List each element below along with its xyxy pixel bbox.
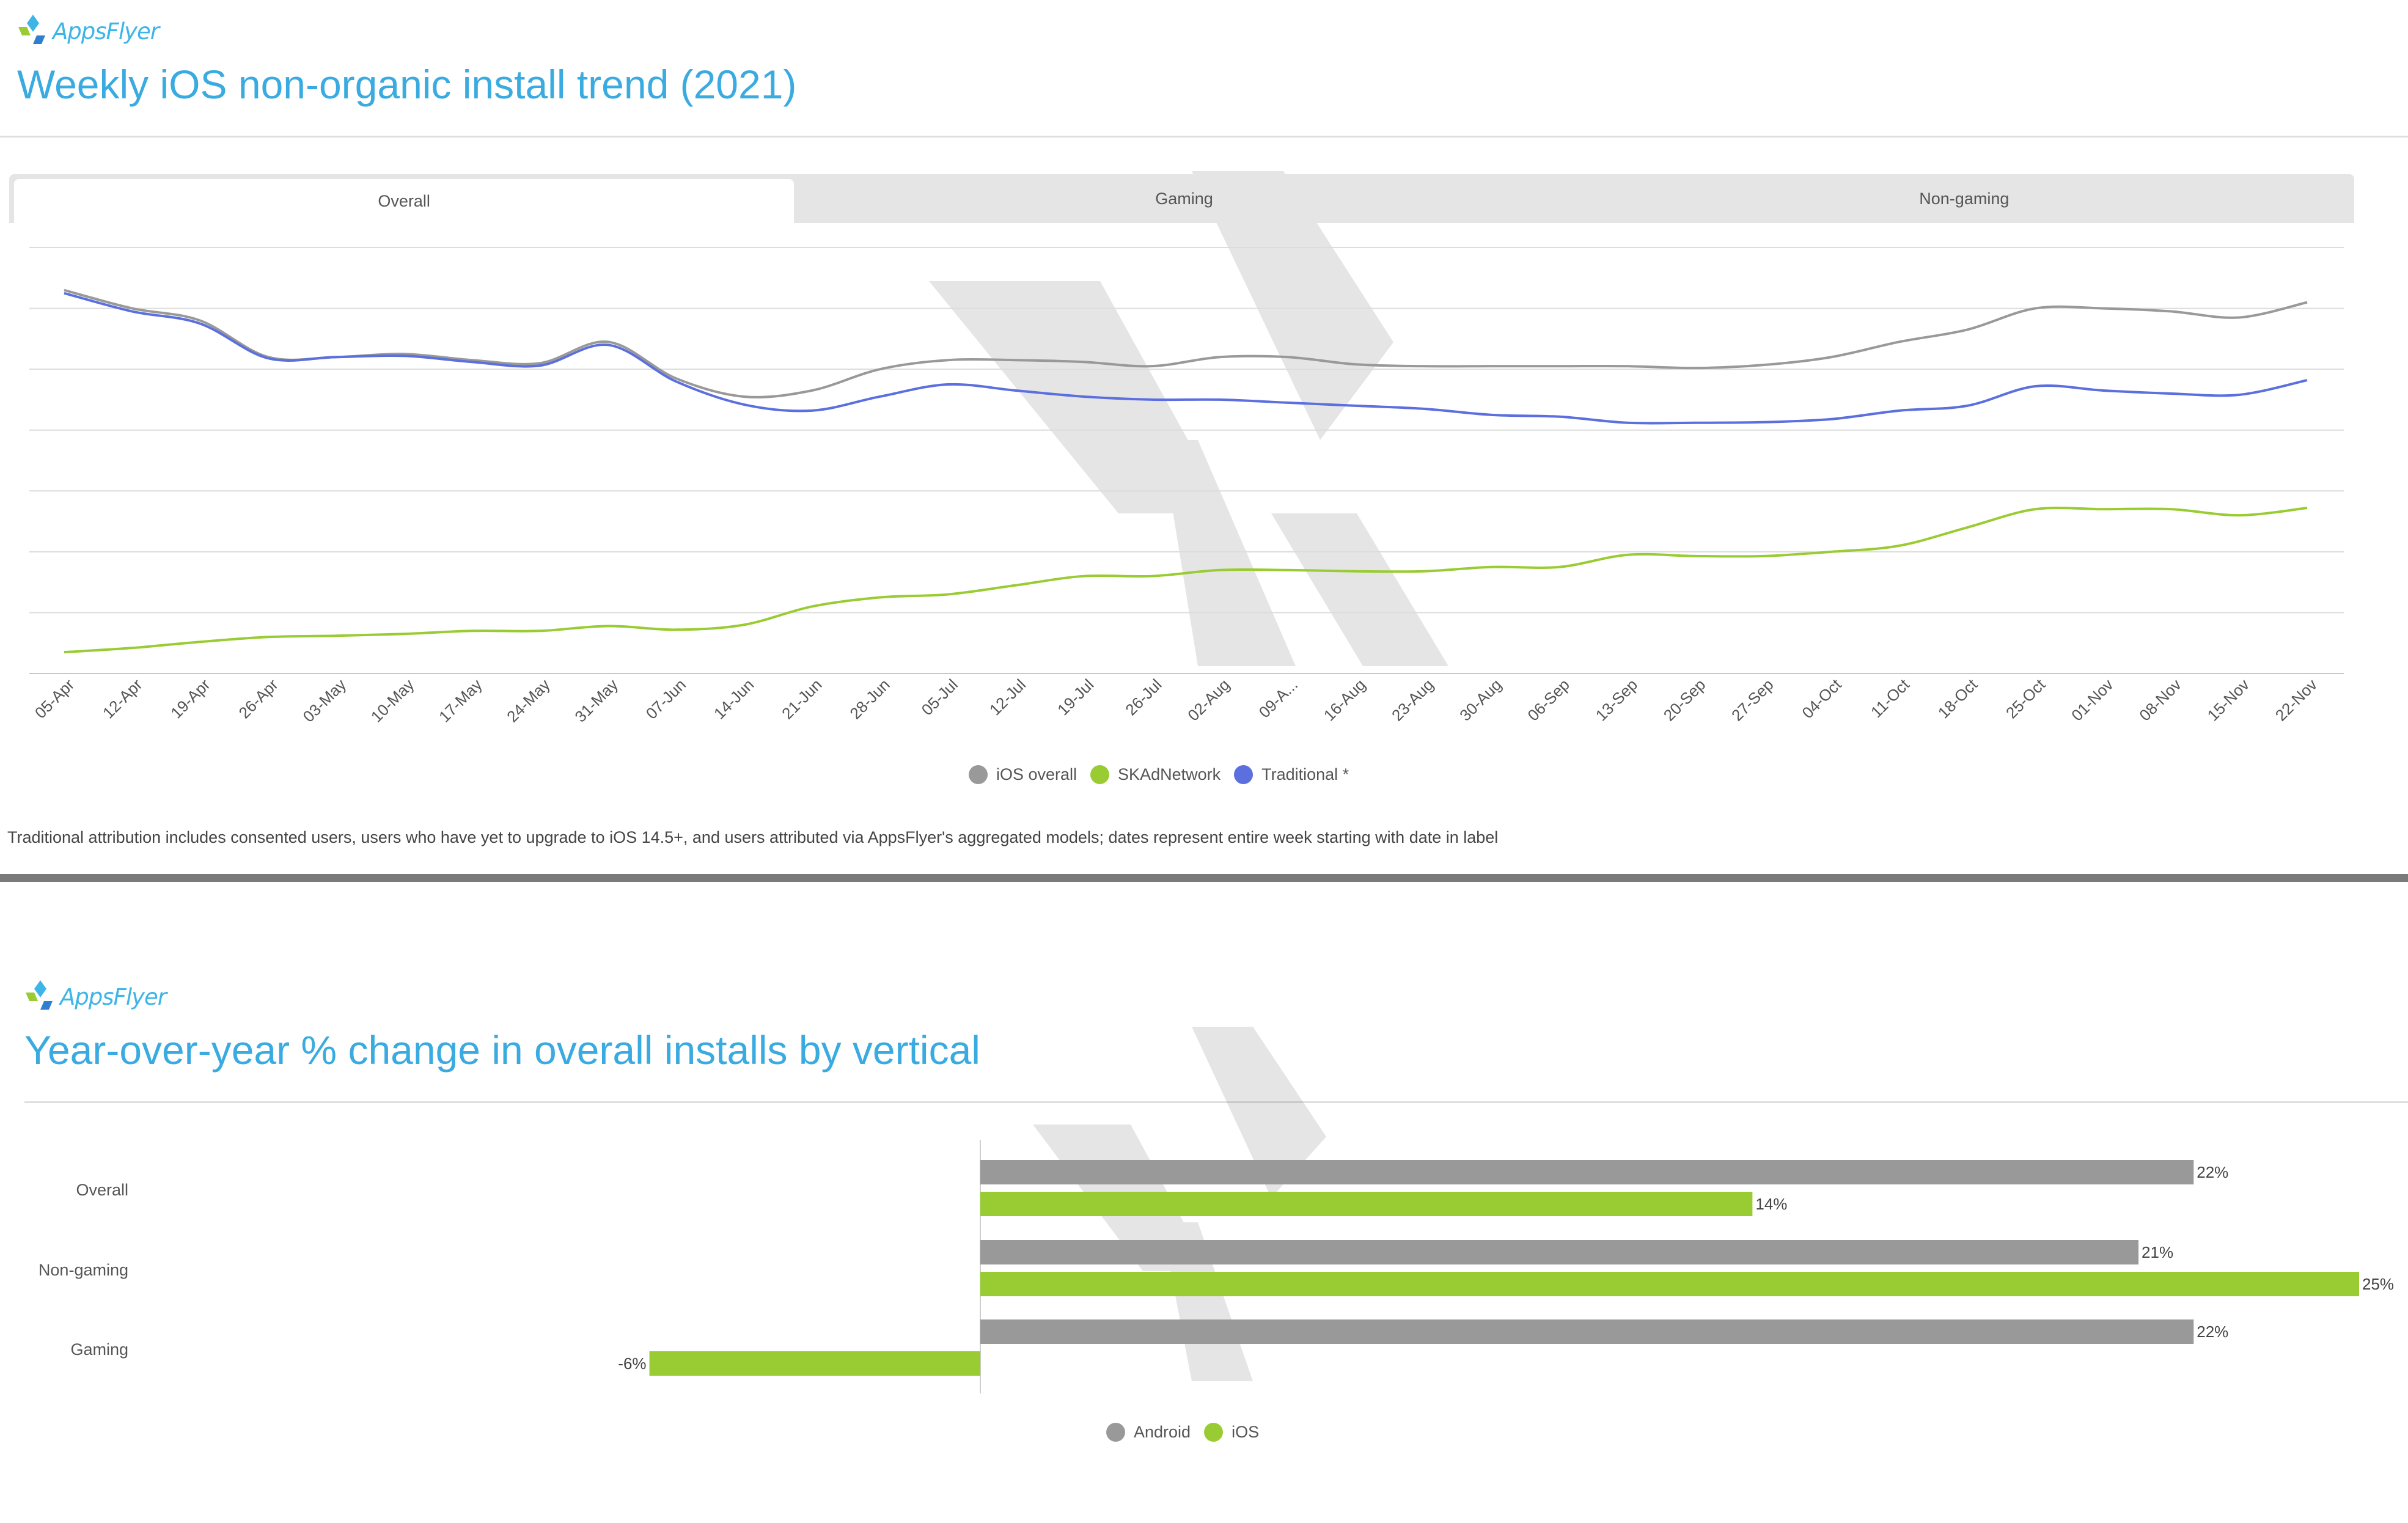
- legend-label-ios-overall: iOS overall: [996, 765, 1077, 784]
- tab-overall[interactable]: Overall: [14, 179, 795, 223]
- legend-item-traditional: Traditional *: [1234, 765, 1349, 784]
- x-tick-label: 16-Aug: [1320, 675, 1369, 724]
- legend-item-android: Android: [1106, 1423, 1191, 1442]
- x-tick-label: 17-May: [435, 675, 486, 726]
- appsflyer-logo-text: AppsFlyer: [60, 983, 167, 1010]
- x-tick-label: 09-A...: [1255, 675, 1301, 721]
- bar-ios-gaming: [649, 1351, 980, 1376]
- x-tick-label: 14-Jun: [710, 675, 757, 722]
- appsflyer-logo-icon: [18, 15, 45, 44]
- x-tick-label: 04-Oct: [1798, 675, 1845, 722]
- bar-chart-title: Year-over-year % change in overall insta…: [24, 1027, 980, 1073]
- x-tick-label: 10-May: [367, 675, 418, 726]
- x-tick-label: 13-Sep: [1592, 675, 1641, 724]
- x-tick-label: 28-Jun: [846, 675, 893, 722]
- bar-value-label: 14%: [1755, 1195, 1787, 1213]
- x-tick-label: 07-Jun: [642, 675, 689, 722]
- x-tick-label: 30-Aug: [1456, 675, 1505, 724]
- legend-dot-traditional: [1234, 765, 1254, 784]
- bar-value-label: 22%: [2197, 1163, 2228, 1181]
- x-tick-label: 27-Sep: [1728, 675, 1777, 724]
- x-tick-label: 11-Oct: [1867, 675, 1914, 721]
- x-tick-label: 21-Jun: [778, 675, 825, 722]
- x-tick-label: 08-Nov: [2135, 675, 2184, 724]
- bottom-title-rule: [24, 1101, 2408, 1103]
- x-tick-label: 24-May: [503, 675, 554, 726]
- x-tick-label: 03-May: [299, 675, 350, 726]
- tab-non-gaming[interactable]: Non-gaming: [1919, 189, 2010, 208]
- legend-dot-android: [1106, 1423, 1125, 1442]
- page-title: Weekly iOS non-organic install trend (20…: [17, 62, 797, 107]
- legend-dot-ios-overall: [969, 765, 988, 784]
- x-tick-label: 05-Jul: [918, 675, 961, 719]
- bar-chart-legend: Android iOS: [1106, 1423, 1264, 1442]
- bar-android-overall: [980, 1160, 2194, 1184]
- x-tick-label: 05-Apr: [31, 675, 78, 722]
- series-line-traditional: [64, 292, 2308, 425]
- bar-android-gaming: [980, 1319, 2194, 1344]
- x-tick-label: 18-Oct: [1934, 675, 1981, 722]
- x-tick-label: 01-Nov: [2068, 675, 2116, 724]
- line-chart-legend: iOS overall SKAdNetwork Traditional *: [969, 765, 1354, 784]
- bar-value-label: -6%: [618, 1354, 646, 1373]
- bar-value-label: 21%: [2142, 1243, 2173, 1261]
- x-tick-label: 19-Jul: [1054, 675, 1097, 719]
- appsflyer-logo-bottom: AppsFlyer: [23, 979, 167, 1015]
- legend-label-skadnetwork: SKAdNetwork: [1118, 765, 1221, 784]
- title-rule: [0, 136, 2408, 138]
- x-tick-label: 02-Aug: [1184, 675, 1233, 724]
- x-tick-label: 23-Aug: [1388, 675, 1437, 724]
- series-line-ios-overall: [64, 288, 2308, 398]
- x-tick-label: 31-May: [571, 675, 622, 726]
- x-tick-label: 19-Apr: [167, 675, 214, 722]
- legend-dot-skadnetwork: [1090, 765, 1110, 784]
- category-label-non-gaming: Non-gaming: [39, 1261, 128, 1279]
- x-tick-label: 22-Nov: [2272, 675, 2321, 724]
- appsflyer-logo-text: AppsFlyer: [53, 18, 160, 45]
- appsflyer-logo: AppsFlyer: [16, 13, 160, 49]
- x-tick-label: 12-Jul: [986, 675, 1029, 719]
- bar-android-non-gaming: [980, 1240, 2139, 1264]
- tab-gaming[interactable]: Gaming: [1155, 189, 1213, 208]
- category-label-gaming: Gaming: [70, 1340, 128, 1359]
- bar-ios-overall: [980, 1192, 1753, 1216]
- x-tick-label: 20-Sep: [1660, 675, 1709, 724]
- legend-dot-ios: [1204, 1423, 1224, 1442]
- x-tick-label: 15-Nov: [2204, 675, 2253, 724]
- bar-value-label: 25%: [2362, 1275, 2394, 1293]
- legend-label-ios: iOS: [1232, 1423, 1260, 1441]
- x-tick-label: 12-Apr: [99, 675, 146, 722]
- legend-label-android: Android: [1134, 1423, 1191, 1441]
- line-chart: 05-Apr 12-Apr 19-Apr 26-Apr 03-May 10-May 17-M…: [29, 247, 2344, 726]
- series-line-skadnetwork: [64, 506, 2308, 654]
- bar-ios-non-gaming: [980, 1272, 2359, 1296]
- section-divider: [0, 874, 2408, 882]
- x-tick-label: 26-Jul: [1121, 675, 1165, 719]
- x-tick-label: 06-Sep: [1524, 675, 1573, 724]
- vertical-tabs: Overall Gaming Non-gaming: [9, 174, 2354, 223]
- category-label-overall: Overall: [76, 1181, 128, 1199]
- legend-label-traditional: Traditional *: [1261, 765, 1349, 784]
- appsflyer-logo-icon: [26, 980, 53, 1010]
- legend-item-skadnetwork: SKAdNetwork: [1090, 765, 1221, 784]
- footnote: Traditional attribution includes consent…: [7, 828, 1499, 846]
- legend-item-ios-overall: iOS overall: [969, 765, 1077, 784]
- bar-value-label: 22%: [2197, 1323, 2228, 1341]
- legend-item-ios: iOS: [1204, 1423, 1259, 1442]
- x-tick-label: 26-Apr: [235, 675, 282, 722]
- x-tick-label: 25-Oct: [2002, 675, 2049, 722]
- bar-chart: Overall 22% 14% Non-gaming 21% 25% Gaming 22% -6…: [39, 1140, 2394, 1393]
